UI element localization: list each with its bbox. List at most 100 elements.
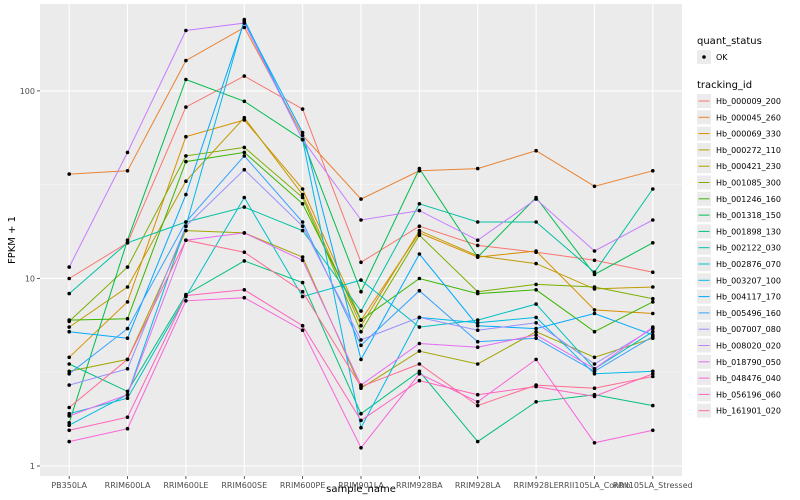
- data-point: [242, 145, 247, 150]
- data-point: [184, 28, 188, 33]
- data-point: [417, 349, 422, 353]
- data-point: [475, 400, 480, 404]
- data-point: [242, 167, 247, 172]
- data-points: [67, 17, 655, 450]
- data-point: [417, 166, 422, 171]
- x-tick-label: RRII105LA_Contro: [558, 481, 630, 490]
- data-point: [475, 291, 480, 296]
- y-tick-label: 1: [30, 462, 35, 471]
- data-point: [417, 202, 422, 206]
- data-point: [417, 276, 422, 281]
- data-point: [417, 224, 422, 228]
- data-point: [475, 392, 480, 397]
- data-point: [184, 105, 188, 109]
- data-point: [184, 159, 188, 164]
- data-point: [534, 197, 538, 201]
- legend-label: Hb_000272_110: [716, 146, 781, 155]
- x-tick-label: RRIM928LE: [514, 481, 559, 490]
- data-point: [184, 299, 188, 303]
- data-point: [125, 336, 130, 341]
- data-point: [67, 325, 71, 329]
- data-point: [592, 311, 597, 316]
- data-point: [651, 428, 655, 433]
- data-point: [67, 355, 71, 360]
- data-point: [475, 403, 480, 408]
- data-point: [242, 99, 247, 104]
- data-point: [534, 282, 538, 287]
- y-axis: 1 10 100: [20, 87, 40, 471]
- data-point: [125, 426, 130, 431]
- legend-label: Hb_003207_100: [716, 276, 781, 285]
- data-point: [125, 300, 130, 304]
- data-point: [300, 280, 305, 285]
- legend-label: Hb_000069_330: [716, 130, 781, 139]
- data-point: [475, 339, 480, 344]
- data-point: [184, 58, 188, 63]
- x-tick-label: PB350LA: [51, 481, 87, 490]
- data-point: [651, 270, 655, 275]
- data-point: [67, 405, 71, 410]
- data-point: [592, 362, 597, 366]
- data-point: [534, 400, 538, 404]
- x-tick-label: RRIM600LE: [163, 481, 208, 490]
- data-point: [651, 169, 655, 173]
- y-tick-label: 10: [25, 274, 35, 283]
- data-point: [359, 338, 363, 342]
- data-point: [417, 369, 422, 374]
- data-point: [300, 224, 305, 228]
- data-point: [651, 296, 655, 301]
- data-point: [592, 249, 597, 253]
- data-point: [300, 328, 305, 333]
- data-point: [651, 325, 655, 329]
- data-point: [300, 323, 305, 328]
- data-point: [359, 418, 363, 423]
- data-point: [417, 252, 422, 256]
- data-point: [67, 369, 71, 374]
- data-point: [592, 258, 597, 263]
- data-point: [417, 315, 422, 320]
- data-point: [67, 329, 71, 334]
- legend-label: Hb_000045_260: [716, 113, 781, 122]
- data-point: [592, 270, 597, 275]
- data-point: [592, 441, 597, 445]
- data-point: [475, 362, 480, 366]
- data-point: [534, 321, 538, 325]
- data-point: [125, 150, 130, 155]
- data-point: [417, 362, 422, 366]
- data-point: [417, 325, 422, 329]
- data-point: [417, 341, 422, 346]
- data-point: [592, 184, 597, 189]
- data-point: [300, 289, 305, 294]
- legend-title-tracking-id: tracking_id: [697, 80, 752, 91]
- y-axis-title: FPKM + 1: [7, 216, 18, 264]
- data-point: [242, 154, 247, 158]
- data-point: [475, 328, 480, 333]
- data-point: [475, 345, 480, 350]
- data-point: [592, 308, 597, 312]
- data-point: [651, 372, 655, 376]
- data-point: [534, 249, 538, 253]
- data-point: [125, 238, 130, 242]
- legend-label: Hb_000009_200: [716, 97, 781, 106]
- data-point: [184, 134, 188, 139]
- legend-label: Hb_007007_080: [716, 325, 781, 334]
- data-point: [534, 357, 538, 362]
- data-point: [417, 233, 422, 237]
- legend-label-ok: OK: [716, 53, 728, 62]
- data-point: [300, 187, 305, 191]
- data-point: [300, 195, 305, 200]
- data-point: [242, 25, 247, 30]
- data-point: [125, 169, 130, 173]
- data-point: [359, 289, 363, 294]
- data-point: [300, 220, 305, 224]
- legend-label: Hb_002122_030: [716, 244, 781, 253]
- data-point: [475, 321, 480, 325]
- data-point: [184, 192, 188, 197]
- data-point: [359, 278, 363, 282]
- data-point: [534, 302, 538, 306]
- data-point: [534, 326, 538, 331]
- data-point: [651, 311, 655, 316]
- data-point: [651, 241, 655, 245]
- data-point: [359, 218, 363, 222]
